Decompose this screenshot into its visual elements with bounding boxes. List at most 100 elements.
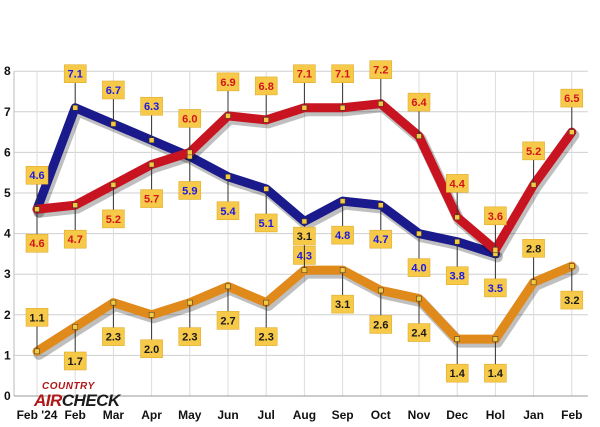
data-point xyxy=(225,283,231,290)
data-point xyxy=(569,263,575,269)
data-label: 7.1 xyxy=(297,69,312,81)
x-tick-label: Oct xyxy=(371,408,391,422)
data-label-box xyxy=(178,109,202,128)
data-label: 5.9 xyxy=(182,185,197,197)
data-point xyxy=(187,299,193,306)
data-label-box xyxy=(369,229,393,249)
y-tick-label: 0 xyxy=(4,389,11,403)
y-tick-label: 6 xyxy=(4,145,11,159)
logo-wordmark: AIRCHECK xyxy=(34,391,120,411)
data-label-box xyxy=(140,339,163,359)
data-label: 3.1 xyxy=(297,231,312,243)
data-label: 3.5 xyxy=(488,283,503,295)
data-point xyxy=(72,104,78,111)
data-point xyxy=(148,161,155,168)
data-label-box xyxy=(484,206,507,226)
y-tick-label: 5 xyxy=(4,186,11,200)
data-label-box xyxy=(140,189,163,208)
data-label-box xyxy=(522,141,545,161)
data-label: 2.7 xyxy=(220,315,235,327)
x-tick-label: Jul xyxy=(258,408,275,422)
data-label-box xyxy=(25,233,49,253)
data-label: 6.5 xyxy=(564,93,579,105)
data-label: 5.1 xyxy=(259,218,274,230)
x-tick-label: Jun xyxy=(217,408,238,422)
data-point xyxy=(148,312,155,318)
data-point xyxy=(339,104,346,111)
x-tick-label: Aug xyxy=(293,408,316,422)
data-label: 2.4 xyxy=(411,328,427,340)
data-label: 1.4 xyxy=(450,368,466,380)
data-label: 2.0 xyxy=(144,344,159,356)
data-point xyxy=(339,198,346,204)
data-point xyxy=(148,137,155,143)
data-point xyxy=(34,206,40,212)
data-point xyxy=(72,202,78,208)
data-label-box xyxy=(369,60,393,79)
data-label: 6.8 xyxy=(259,81,274,93)
data-label: 5.2 xyxy=(106,214,121,226)
data-label: 3.6 xyxy=(488,211,503,223)
data-label-box xyxy=(216,72,240,92)
x-tick-label: Sep xyxy=(332,408,354,422)
x-tick-label: Nov xyxy=(408,408,431,422)
data-label-box xyxy=(25,165,49,185)
data-label: 6.0 xyxy=(182,113,197,125)
x-tick-label: Dec xyxy=(446,408,468,422)
data-point xyxy=(530,182,537,188)
data-label-box xyxy=(254,76,278,96)
data-label-box xyxy=(445,266,469,285)
data-label: 5.2 xyxy=(526,146,541,158)
data-label-box xyxy=(254,213,278,233)
y-tick-label: 4 xyxy=(4,227,11,241)
data-label: 5.4 xyxy=(220,206,236,218)
data-label-box xyxy=(63,64,87,83)
data-point xyxy=(110,299,117,306)
data-label-box xyxy=(178,181,202,200)
data-label-box xyxy=(407,258,431,277)
data-point xyxy=(225,113,231,119)
x-tick-label: Feb '24 xyxy=(17,408,58,422)
logo-check: CHECK xyxy=(61,391,120,410)
data-point xyxy=(225,174,231,180)
data-label-box xyxy=(331,64,354,83)
data-label: 4.7 xyxy=(373,234,388,246)
data-label-box xyxy=(522,239,545,258)
x-tick-label: Feb xyxy=(65,408,86,422)
logo-air: AIR xyxy=(34,391,62,410)
y-axis: 0 1 2 3 4 5 6 7 8 xyxy=(4,64,15,403)
data-label-box xyxy=(407,323,431,342)
data-label-box xyxy=(331,294,354,314)
data-label: 6.9 xyxy=(220,77,235,89)
data-label-box xyxy=(102,80,125,100)
data-label: 4.8 xyxy=(335,230,350,242)
data-label-box xyxy=(484,278,507,298)
data-label: 2.8 xyxy=(526,243,541,255)
data-point xyxy=(301,267,308,273)
data-label: 6.7 xyxy=(106,85,121,97)
data-point xyxy=(530,279,537,286)
data-point xyxy=(416,295,422,302)
data-point xyxy=(378,202,384,208)
x-tick-label: Jan xyxy=(523,408,544,422)
data-point xyxy=(454,238,460,245)
data-label: 7.1 xyxy=(335,69,350,81)
data-point xyxy=(72,324,78,330)
data-label-box xyxy=(102,327,125,346)
data-label-box xyxy=(216,311,240,330)
data-label: 6.3 xyxy=(144,101,159,113)
data-label: 6.4 xyxy=(411,97,427,109)
data-point xyxy=(110,182,117,188)
data-label-box xyxy=(293,64,316,83)
data-label-box xyxy=(560,290,584,310)
data-point xyxy=(416,133,422,139)
data-point xyxy=(263,186,269,192)
data-label-box xyxy=(331,225,354,245)
data-label-box xyxy=(63,351,87,371)
x-axis: Feb '24 Feb Mar Apr May Jun Jul Aug Sep Oct Nov Dec… xyxy=(14,395,588,422)
data-point xyxy=(416,230,422,237)
data-label: 2.6 xyxy=(373,319,388,331)
data-label-box xyxy=(178,327,202,346)
data-label: 3.8 xyxy=(450,271,465,283)
data-point xyxy=(378,100,384,107)
